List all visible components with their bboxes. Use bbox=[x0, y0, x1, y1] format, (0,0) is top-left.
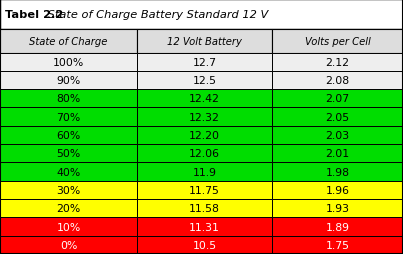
Text: 60%: 60% bbox=[56, 131, 81, 140]
Text: 10.5: 10.5 bbox=[193, 240, 216, 250]
Bar bbox=[137, 30, 272, 53]
Text: 2.08: 2.08 bbox=[326, 76, 349, 86]
Text: Tabel 2.2: Tabel 2.2 bbox=[5, 10, 63, 20]
Bar bbox=[137, 236, 272, 254]
Bar bbox=[272, 53, 403, 72]
Text: 1.98: 1.98 bbox=[326, 167, 349, 177]
Bar bbox=[272, 163, 403, 181]
Bar bbox=[0, 108, 137, 126]
Bar bbox=[0, 145, 137, 163]
Text: 1.93: 1.93 bbox=[326, 203, 349, 213]
Bar bbox=[272, 30, 403, 53]
Text: 0%: 0% bbox=[60, 240, 77, 250]
Bar bbox=[0, 0, 403, 30]
Bar bbox=[137, 53, 272, 72]
Text: 12 Volt Battery: 12 Volt Battery bbox=[167, 37, 242, 47]
Text: State of Charge Battery Standard 12 V: State of Charge Battery Standard 12 V bbox=[44, 10, 268, 20]
Bar bbox=[137, 90, 272, 108]
Text: 12.42: 12.42 bbox=[189, 94, 220, 104]
Text: 2.05: 2.05 bbox=[326, 112, 349, 122]
Bar bbox=[0, 72, 137, 90]
Text: 1.75: 1.75 bbox=[326, 240, 349, 250]
Text: 80%: 80% bbox=[56, 94, 81, 104]
Text: 2.07: 2.07 bbox=[326, 94, 349, 104]
Text: 12.32: 12.32 bbox=[189, 112, 220, 122]
Text: 2.03: 2.03 bbox=[326, 131, 349, 140]
Text: 90%: 90% bbox=[56, 76, 81, 86]
Text: 11.58: 11.58 bbox=[189, 203, 220, 213]
Bar bbox=[272, 199, 403, 217]
Text: 30%: 30% bbox=[56, 185, 81, 195]
Text: 12.7: 12.7 bbox=[193, 57, 216, 68]
Bar bbox=[272, 126, 403, 145]
Bar bbox=[0, 236, 137, 254]
Text: 40%: 40% bbox=[56, 167, 81, 177]
Text: 1.89: 1.89 bbox=[326, 222, 349, 232]
Text: 20%: 20% bbox=[56, 203, 81, 213]
Text: 2.12: 2.12 bbox=[326, 57, 349, 68]
Text: 12.5: 12.5 bbox=[193, 76, 216, 86]
Text: 12.06: 12.06 bbox=[189, 149, 220, 159]
Text: 11.9: 11.9 bbox=[193, 167, 216, 177]
Bar bbox=[0, 163, 137, 181]
Bar bbox=[0, 126, 137, 145]
Bar bbox=[272, 145, 403, 163]
Bar bbox=[0, 90, 137, 108]
Bar bbox=[272, 236, 403, 254]
Text: 10%: 10% bbox=[56, 222, 81, 232]
Text: 11.31: 11.31 bbox=[189, 222, 220, 232]
Text: 70%: 70% bbox=[56, 112, 81, 122]
Bar bbox=[272, 181, 403, 199]
Bar bbox=[137, 217, 272, 236]
Bar bbox=[137, 145, 272, 163]
Bar bbox=[272, 217, 403, 236]
Bar bbox=[137, 126, 272, 145]
Bar bbox=[0, 217, 137, 236]
Bar bbox=[0, 53, 137, 72]
Bar bbox=[272, 72, 403, 90]
Text: Volts per Cell: Volts per Cell bbox=[305, 37, 370, 47]
Text: 2.01: 2.01 bbox=[326, 149, 349, 159]
Text: 100%: 100% bbox=[53, 57, 84, 68]
Text: 11.75: 11.75 bbox=[189, 185, 220, 195]
Bar bbox=[137, 181, 272, 199]
Bar bbox=[0, 30, 137, 53]
Text: 50%: 50% bbox=[56, 149, 81, 159]
Bar bbox=[137, 72, 272, 90]
Text: 1.96: 1.96 bbox=[326, 185, 349, 195]
Bar bbox=[137, 108, 272, 126]
Text: 12.20: 12.20 bbox=[189, 131, 220, 140]
Bar bbox=[0, 199, 137, 217]
Bar bbox=[0, 181, 137, 199]
Text: State of Charge: State of Charge bbox=[29, 37, 108, 47]
Bar bbox=[137, 163, 272, 181]
Bar bbox=[272, 90, 403, 108]
Bar bbox=[137, 199, 272, 217]
Bar bbox=[272, 108, 403, 126]
